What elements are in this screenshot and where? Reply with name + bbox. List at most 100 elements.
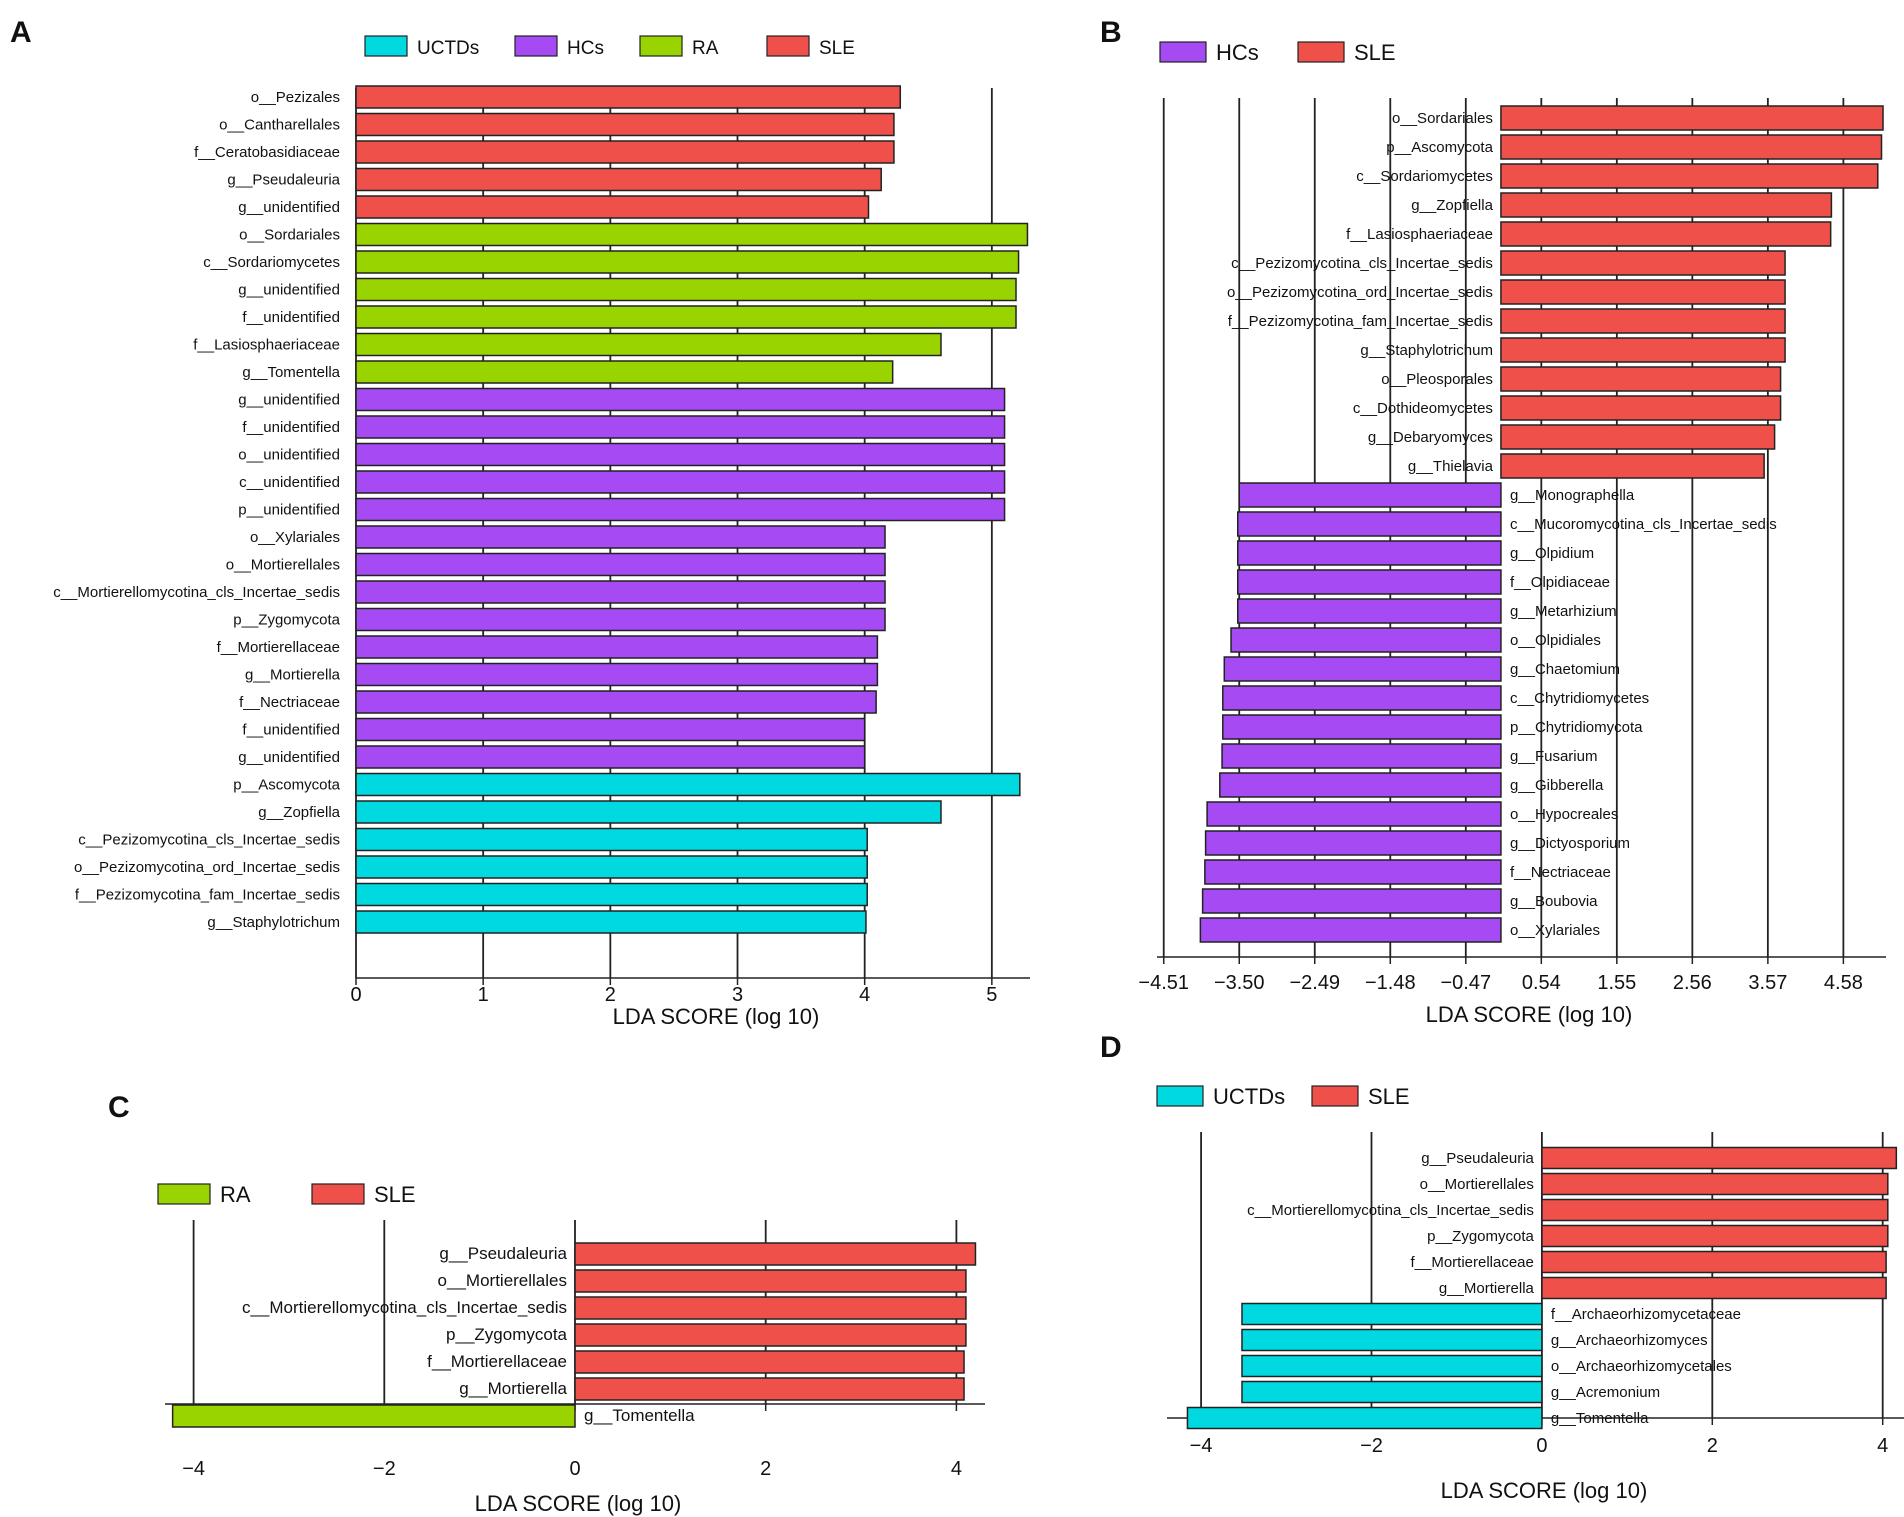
bar-g-zopfiella <box>1500 192 1833 218</box>
legend-label-hcs: HCs <box>567 38 604 59</box>
bar-label-g-pseudaleuria: g__Pseudaleuria <box>227 172 340 189</box>
bar-label-g-tomentella: g__Tomentella <box>1551 1410 1649 1427</box>
bar-f-lasiosphaeriaceae <box>1500 221 1832 247</box>
x-tick-label: 0 <box>569 1458 580 1480</box>
bar-f-pezizomycotina-fam-incertae-sedis <box>355 882 868 907</box>
legend-swatch-uctds <box>1156 1085 1204 1107</box>
bar-g-thielavia <box>1500 453 1765 479</box>
bar-o-mortierellales <box>1541 1172 1889 1196</box>
bar-g-metarhizium <box>1237 598 1502 624</box>
bar-label-g-tomentella: g__Tomentella <box>242 364 340 381</box>
bar-label-o-pezizomycotina-ord-incertae-sedis: o__Pezizomycotina_ord_Incertae_sedis <box>1227 284 1493 301</box>
x-tick-label: 0 <box>1536 1435 1547 1457</box>
bar-g-olpidium <box>1237 540 1502 566</box>
bar-label-g-debaryomyces: g__Debaryomyces <box>1368 429 1493 446</box>
legend-swatch-sle <box>766 35 810 57</box>
bar-label-g-chaetomium: g__Chaetomium <box>1510 661 1620 678</box>
bar-label-f-ceratobasidiaceae: f__Ceratobasidiaceae <box>194 144 340 161</box>
bar-g-staphylotrichum <box>1500 337 1786 363</box>
bar-label-f-lasiosphaeriaceae: f__Lasiosphaeriaceae <box>1346 226 1493 243</box>
bar-label-o-xylariales: o__Xylariales <box>1510 922 1600 939</box>
bar-f-unidentified <box>355 415 1006 439</box>
bar-label-g-thielavia: g__Thielavia <box>1408 458 1494 475</box>
bar-g-debaryomyces <box>1500 424 1776 450</box>
bar-p-zygomycota <box>355 607 886 632</box>
bar-f-ceratobasidiaceae <box>355 140 895 164</box>
legend-label-ra: RA <box>220 1182 251 1207</box>
bar-g-zopfiella <box>355 800 942 824</box>
x-tick-label: 0.54 <box>1522 972 1561 994</box>
bar-label-p-ascomycota: p__Ascomycota <box>233 777 340 794</box>
bar-label-o-pezizomycotina-ord-incertae-sedis: o__Pezizomycotina_ord_Incertae_sedis <box>74 859 340 876</box>
bar-label-p-zygomycota: p__Zygomycota <box>1427 1228 1534 1245</box>
bar-f-archaeorhizomycetaceae <box>1241 1302 1543 1326</box>
bar-o-sordariales <box>1500 105 1884 131</box>
bar-o-archaeorhizomycetales <box>1241 1354 1543 1378</box>
bar-label-o-pleosporales: o__Pleosporales <box>1381 371 1493 388</box>
bar-c-sordariomycetes <box>355 250 1020 274</box>
bar-label-o-mortierellales: o__Mortierellales <box>438 1271 567 1290</box>
panel-letter-a: A <box>10 16 32 49</box>
x-tick-label: 3.57 <box>1748 972 1787 994</box>
bar-g-mortierella <box>355 662 879 687</box>
panel-letter-c: C <box>108 1091 130 1124</box>
bar-g-tomentella <box>355 360 894 384</box>
x-tick-label: 0 <box>350 984 361 1006</box>
bar-p-zygomycota <box>1541 1224 1889 1248</box>
bar-label-p-ascomycota: p__Ascomycota <box>1386 139 1493 156</box>
bar-g-unidentified <box>355 195 870 219</box>
bar-f-nectriaceae <box>355 690 877 714</box>
bar-g-staphylotrichum <box>355 910 867 934</box>
bar-o-unidentified <box>355 442 1006 467</box>
bar-label-g-unidentified: g__unidentified <box>238 199 340 216</box>
bar-p-ascomycota <box>355 772 1021 797</box>
bar-o-xylariales <box>355 525 886 549</box>
bar-g-mortierella <box>1541 1276 1887 1300</box>
bar-label-f-lasiosphaeriaceae: f__Lasiosphaeriaceae <box>193 337 340 354</box>
bar-o-olpidiales <box>1230 627 1502 653</box>
bar-c-mortierellomycotina-cls-incertae-sedis <box>355 580 886 604</box>
bar-label-g-mortierella: g__Mortierella <box>1439 1280 1535 1297</box>
bar-label-f-mortierellaceae: f__Mortierellaceae <box>427 1352 567 1371</box>
bar-label-g-mortierella: g__Mortierella <box>245 667 341 684</box>
x-tick-label: −1.48 <box>1365 972 1416 994</box>
legend-label-sle: SLE <box>819 38 855 59</box>
bar-label-f-archaeorhizomycetaceae: f__Archaeorhizomycetaceae <box>1551 1306 1741 1323</box>
bar-label-o-unidentified: o__unidentified <box>238 447 340 464</box>
bar-o-mortierellales <box>574 1269 967 1293</box>
legend-swatch-sle <box>1311 1085 1359 1107</box>
bar-label-f-olpidiaceae: f__Olpidiaceae <box>1510 574 1610 591</box>
bar-c-chytridiomycetes <box>1222 685 1502 711</box>
x-tick-label: 4 <box>859 984 870 1006</box>
x-tick-label: −2 <box>1360 1435 1383 1457</box>
bar-label-f-nectriaceae: f__Nectriaceae <box>239 694 340 711</box>
bar-o-pezizomycotina-ord-incertae-sedis <box>1500 279 1786 305</box>
bar-label-f-pezizomycotina-fam-incertae-sedis: f__Pezizomycotina_fam_Incertae_sedis <box>75 887 340 904</box>
bar-c-sordariomycetes <box>1500 163 1879 189</box>
bar-label-c-dothideomycetes: c__Dothideomycetes <box>1353 400 1493 417</box>
bar-g-mortierella <box>574 1377 965 1401</box>
bar-label-c-mortierellomycotina-cls-incertae-sedis: c__Mortierellomycotina_cls_Incertae_sedi… <box>1247 1202 1534 1219</box>
bar-label-c-mortierellomycotina-cls-incertae-sedis: c__Mortierellomycotina_cls_Incertae_sedi… <box>242 1298 567 1317</box>
bar-label-g-pseudaleuria: g__Pseudaleuria <box>1421 1150 1534 1167</box>
bar-label-c-pezizomycotina-cls-incertae-sedis: c__Pezizomycotina_cls_Incertae_sedis <box>78 832 340 849</box>
bar-g-fusarium <box>1221 743 1502 769</box>
bar-label-g-zopfiella: g__Zopfiella <box>1411 197 1493 214</box>
x-tick-label: 2 <box>760 1458 771 1480</box>
panel-b-chart: HCs SLE −4.51 −3.50 −2.49 −1.48 −0.47 0.54 1.55 2… <box>1138 40 1886 1027</box>
bar-label-p-zygomycota: p__Zygomycota <box>233 612 340 629</box>
bar-label-p-chytridiomycota: p__Chytridiomycota <box>1510 719 1643 736</box>
legend-swatch-hcs <box>1159 41 1207 63</box>
legend-swatch-ra <box>639 35 683 57</box>
legend-swatch-ra <box>157 1183 211 1205</box>
panel-letter-d: D <box>1100 1031 1122 1064</box>
bar-g-dictyosporium <box>1204 830 1502 856</box>
bar-p-chytridiomycota <box>1222 714 1502 740</box>
bar-c-mortierellomycotina-cls-incertae-sedis <box>574 1296 967 1320</box>
bar-label-o-sordariales: o__Sordariales <box>1392 110 1493 127</box>
panel-d-chart: UCTDs SLE −4 −2 0 2 4 LDA SCORE (log 10) g__Pseu… <box>1156 1084 1904 1503</box>
x-tick-label: 5 <box>986 984 997 1006</box>
bar-label-c-pezizomycotina-cls-incertae-sedis: c__Pezizomycotina_cls_Incertae_sedis <box>1231 255 1493 272</box>
bar-g-unidentified <box>355 277 1017 302</box>
bar-g-unidentified <box>355 745 866 769</box>
